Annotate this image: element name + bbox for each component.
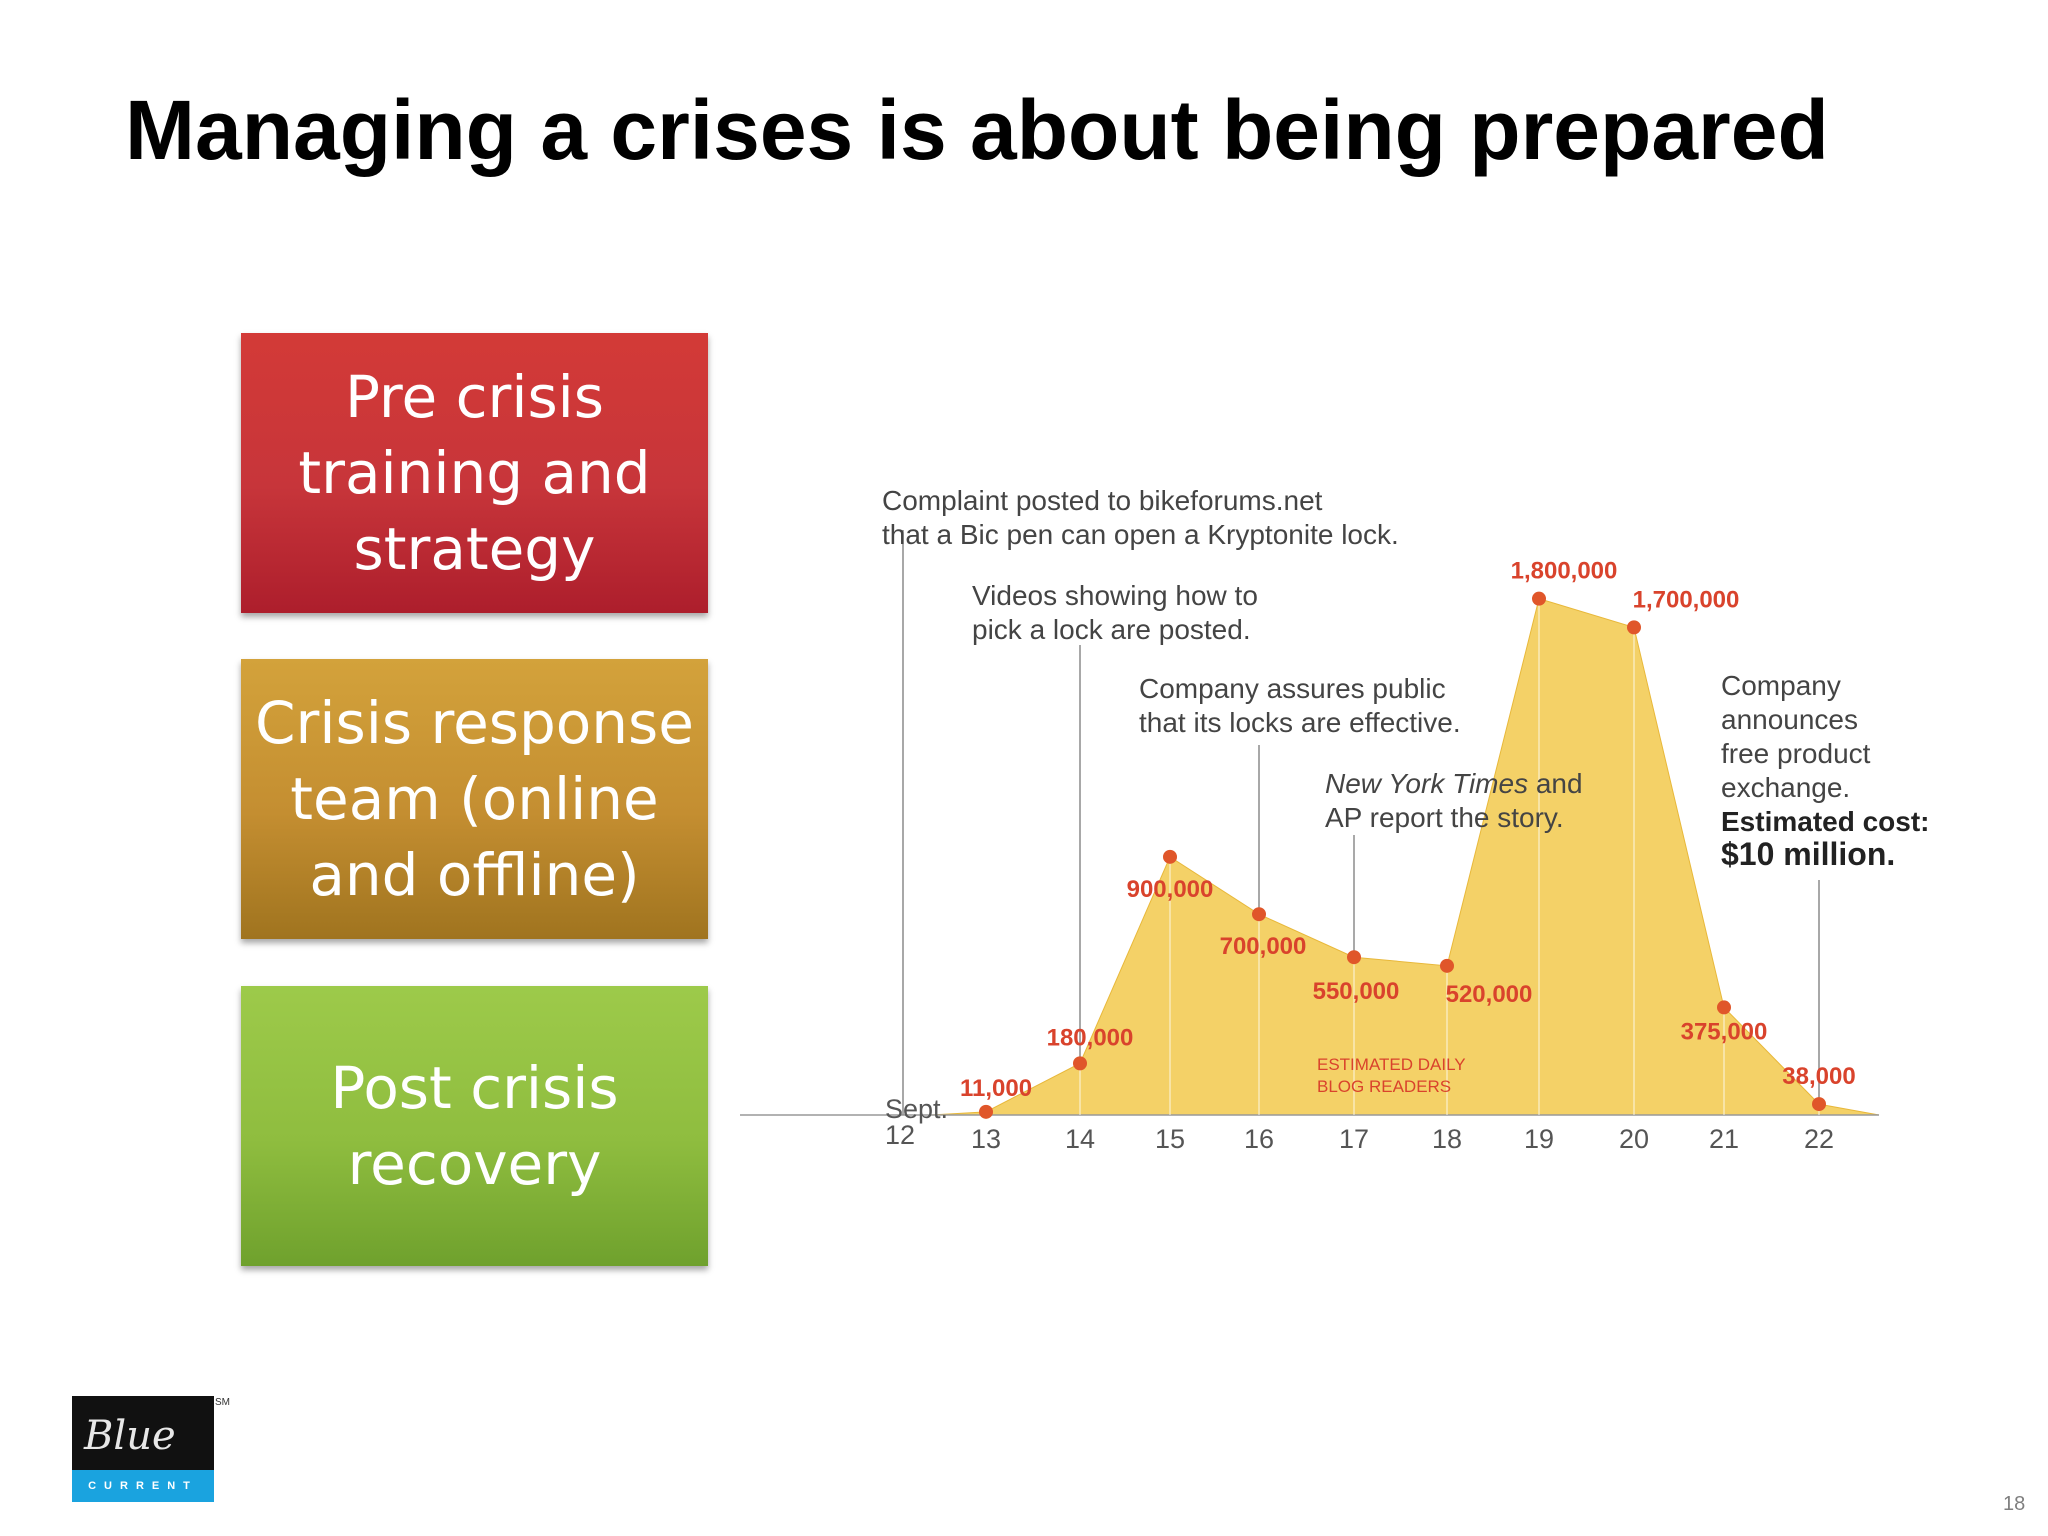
- chart-data-label: 11,000: [960, 1075, 1032, 1102]
- chart-data-label: 520,000: [1446, 981, 1533, 1008]
- chart-annotation: New York Times and AP report the story.: [1325, 768, 1583, 833]
- chart-annotation-line: free product: [1721, 738, 1871, 769]
- chart-annotation-line: pick a lock are posted.: [972, 614, 1251, 645]
- chart-data-point: [1812, 1097, 1826, 1112]
- chart-annotation-line: Videos showing how to: [972, 580, 1258, 611]
- chart-data-point: [1252, 907, 1266, 922]
- phase-label-post-crisis: Post crisis recovery: [330, 1054, 619, 1198]
- chart-data-label: 700,000: [1220, 933, 1307, 960]
- chart-data-label: 900,000: [1127, 876, 1214, 903]
- chart-annotation-italic: New York Times: [1325, 768, 1528, 799]
- chart-data-point: [1532, 591, 1546, 606]
- logo-service-mark: SM: [215, 1397, 230, 1408]
- chart-x-tick-label: 15: [1155, 1124, 1185, 1154]
- logo-bar-text: CURRENT: [72, 1470, 214, 1502]
- chart-data-point: [1627, 620, 1641, 635]
- chart-x-tick-label: 12: [885, 1120, 915, 1150]
- phase-label-crisis-response: Crisis response team (online and offline…: [255, 689, 694, 909]
- logo-script-text: Blue: [84, 1413, 176, 1459]
- chart-annotation: Company announces free product exchange. Est…: [1721, 670, 1930, 872]
- chart-annotation-line: $10 million.: [1721, 836, 1895, 872]
- chart-data-label: 550,000: [1313, 978, 1400, 1005]
- chart-x-tick-label: 22: [1804, 1124, 1834, 1154]
- chart-annotation: Complaint posted to bikeforums.net that a…: [882, 485, 1399, 550]
- chart-data-label: 38,000: [1782, 1063, 1855, 1090]
- blue-current-logo: Blue CURRENT: [72, 1396, 214, 1502]
- chart-data-point: [1163, 849, 1177, 864]
- chart-x-tick-label: 20: [1619, 1124, 1649, 1154]
- chart-annotation-line: that its locks are effective.: [1139, 707, 1461, 738]
- chart-data-label: 1,700,000: [1633, 586, 1740, 613]
- phase-box-crisis-response: Crisis response team (online and offline…: [241, 659, 708, 939]
- chart-data-point: [1347, 950, 1361, 965]
- chart-data-point: [1440, 958, 1454, 973]
- chart-data-point: [979, 1104, 993, 1119]
- chart-annotation-line: Company: [1721, 670, 1841, 701]
- chart-x-tick-label: 16: [1244, 1124, 1274, 1154]
- chart-annotation: Videos showing how to pick a lock are pos…: [972, 580, 1258, 645]
- chart-annotation-line: Complaint posted to bikeforums.net: [882, 485, 1323, 516]
- chart-annotation-line: AP report the story.: [1325, 802, 1564, 833]
- chart-annotation: Company assures public that its locks are…: [1139, 673, 1461, 738]
- page-number: 18: [2003, 1493, 2026, 1515]
- blog-readers-chart: 11,000 180,000 900,000 700,000 550,000 520,00…: [740, 400, 1930, 1180]
- chart-annotation-line: New York Times and: [1325, 768, 1583, 799]
- chart-annotation-line: announces: [1721, 704, 1858, 735]
- chart-data-label: 180,000: [1047, 1024, 1134, 1051]
- chart-series-label: ESTIMATED DAILY: [1317, 1055, 1466, 1074]
- chart-data-point: [1717, 1000, 1731, 1015]
- chart-x-tick-label: 18: [1432, 1124, 1462, 1154]
- chart-x-tick-label: 21: [1709, 1124, 1739, 1154]
- slide-title: Managing a crises is about being prepare…: [125, 83, 1829, 177]
- chart-x-tick-label: 14: [1065, 1124, 1095, 1154]
- phase-box-pre-crisis: Pre crisis training and strategy: [241, 333, 708, 613]
- phase-box-post-crisis: Post crisis recovery: [241, 986, 708, 1266]
- chart-annotation-line: that a Bic pen can open a Kryptonite loc…: [882, 519, 1399, 550]
- chart-data-point: [1073, 1056, 1087, 1071]
- chart-annotation-line: Estimated cost:: [1721, 806, 1930, 837]
- chart-x-tick-label: 13: [971, 1124, 1001, 1154]
- chart-annotation-line: Company assures public: [1139, 673, 1446, 704]
- chart-x-tick-label: 17: [1339, 1124, 1369, 1154]
- chart-data-label: 375,000: [1681, 1018, 1768, 1045]
- chart-annotation-line: exchange.: [1721, 772, 1850, 803]
- chart-x-tick-label: 19: [1524, 1124, 1554, 1154]
- chart-x-tick-label: Sept.: [885, 1094, 948, 1124]
- chart-series-label: BLOG READERS: [1317, 1077, 1451, 1096]
- phase-label-pre-crisis: Pre crisis training and strategy: [298, 363, 651, 583]
- chart-data-label: 1,800,000: [1511, 558, 1618, 585]
